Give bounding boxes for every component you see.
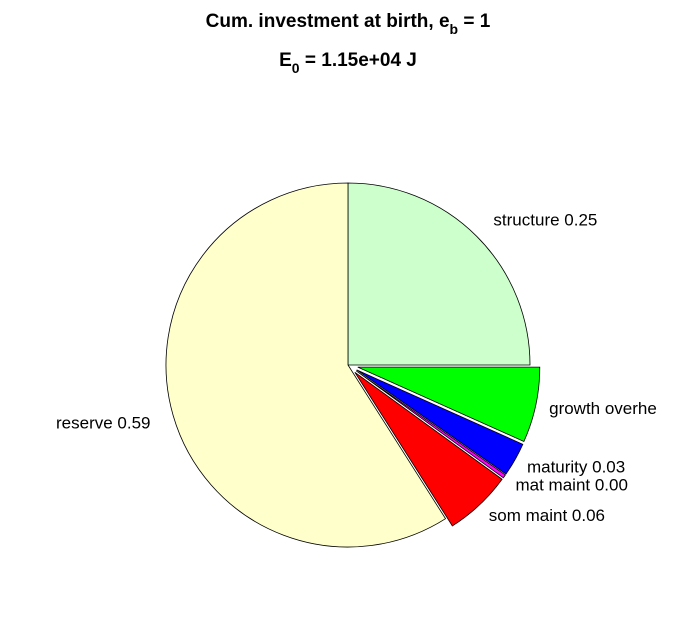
pie-slice bbox=[355, 370, 506, 479]
title-subscript: b bbox=[450, 21, 459, 37]
slice-label: maturity 0.03 bbox=[527, 457, 625, 476]
pie-slice bbox=[354, 371, 503, 527]
slice-label: structure 0.25 bbox=[493, 211, 597, 230]
pie-slice bbox=[357, 366, 541, 442]
title-text: = 1.15e+04 J bbox=[300, 50, 417, 71]
slice-label: mat maint 0.00 bbox=[516, 475, 628, 494]
chart-title: Cum. investment at birth, eb = 1 bbox=[206, 11, 491, 37]
pie-slice bbox=[356, 369, 524, 475]
slice-label: growth overhe bbox=[549, 399, 657, 418]
title-text: E bbox=[279, 50, 292, 71]
chart-subtitle: E0 = 1.15e+04 J bbox=[279, 50, 417, 76]
title-subscript: 0 bbox=[292, 60, 300, 76]
title-text: = 1 bbox=[458, 11, 491, 32]
slice-label: som maint 0.06 bbox=[489, 506, 605, 525]
slice-label: reserve 0.59 bbox=[56, 413, 151, 432]
pie-slice bbox=[165, 182, 447, 548]
pie-slice bbox=[347, 182, 531, 366]
title-text: Cum. investment at birth, e bbox=[206, 11, 450, 32]
